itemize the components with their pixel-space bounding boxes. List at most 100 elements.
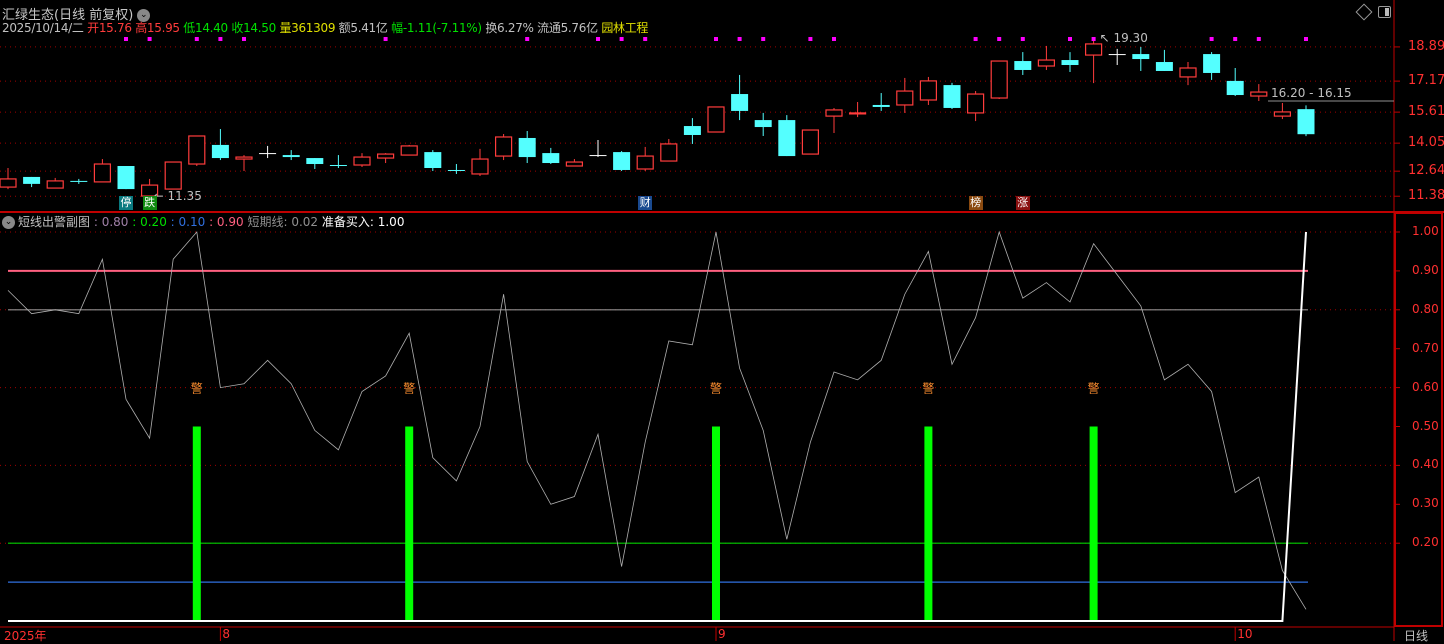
candle-body [565,161,584,167]
signal-dot [147,37,152,41]
candle-body [943,85,961,108]
candle-body [117,166,135,190]
candle [1179,62,1197,86]
signal-dot [737,37,742,41]
candle-body [1014,61,1032,70]
candle-body [896,90,914,106]
candle [23,176,41,188]
candle [70,178,88,184]
candle [1297,105,1315,137]
date-label: 8 [222,627,231,641]
signal-dot [619,37,624,41]
candle-body [188,135,206,165]
candle-body [1037,59,1056,67]
signal-dot [124,37,128,41]
signal-dot [1304,37,1308,41]
ready-buy-value: 准备买入: 1.00 [321,215,405,229]
candle-body [636,155,654,170]
low-label: 低 [183,21,195,35]
title-text: 汇绿生态(日线 前复权) [2,8,134,23]
chevron-down-icon[interactable]: ⌄ [2,216,15,229]
signal-dot [832,37,836,41]
candle [164,161,182,190]
badge-3[interactable]: 榜 [968,196,983,210]
signal-dot [194,37,199,41]
series-line-0 [7,230,1307,610]
candle [801,129,820,155]
candle [117,166,135,190]
signal-dot [714,37,718,41]
candle [1273,102,1292,120]
candle-body [1061,60,1079,66]
candle [683,118,701,144]
candle [518,131,536,164]
indicator-name[interactable]: 短线出警副图 [18,215,91,229]
candle [990,60,1008,100]
measure-label: 16.20 - 16.15 [1271,86,1352,100]
badge-2[interactable]: 财 [638,196,653,210]
candle-body [424,152,442,168]
indicator-tick-label: 0.20 [1412,535,1439,550]
quote-date: 2025/10/14/二 [2,21,84,35]
candle [1061,52,1079,72]
badge-1[interactable]: 跌 [142,196,157,210]
candle [1250,84,1268,101]
badge-0[interactable]: 停 [119,196,133,210]
candle [211,129,229,161]
candle-body [1155,62,1173,71]
candle [0,167,17,190]
volume-label: 量 [279,21,292,35]
signal-bar [405,426,414,621]
open-value: 15.76 [98,21,132,35]
price-tick-label: 12.64 [1408,163,1444,179]
candle [943,82,961,109]
candle [306,158,324,169]
candle-body [1250,91,1268,97]
amount-label: 额 [338,21,351,35]
chevron-down-icon[interactable]: ⌄ [137,9,151,22]
signal-dot [218,37,223,41]
candle-body [1108,54,1126,56]
candle-body [1203,54,1221,73]
date-label: 9 [718,627,726,641]
candle [188,135,206,167]
candle [495,133,513,161]
candle-body [1132,54,1150,60]
sector-link[interactable]: 园林工程 [601,21,649,35]
candle-body [801,129,820,155]
series-line-1 [8,231,1307,622]
candle [46,177,64,189]
candle [872,93,890,111]
indicator-tick-label: 1.00 [1412,224,1439,238]
candle [1203,52,1221,80]
candle [754,112,772,136]
candle-body [542,153,560,164]
candle-body [0,178,17,188]
candle [825,107,843,134]
signal-dot [1068,37,1072,41]
candle-body [848,112,867,115]
candle-body [259,153,277,155]
candle [1226,67,1244,97]
amount-value: 5.41亿 [350,21,388,35]
close-label: 收 [231,21,244,35]
close-value: 14.50 [243,21,276,35]
open-label: 开 [87,21,99,35]
candle-body [93,163,112,183]
signal-dot [1020,37,1025,41]
panel-toggle-icon[interactable] [1378,6,1391,18]
low-value: 14.40 [194,21,228,35]
price-tick-label: 18.89 [1408,38,1444,54]
signal-dot [973,37,978,41]
period-label[interactable]: 日线 [1404,629,1429,643]
signal-dot [997,37,1002,41]
candle-body [1226,80,1244,96]
badge-4[interactable]: 涨 [1015,196,1030,210]
candle-body [872,104,890,107]
high-marker-value: 19.30 [1113,30,1148,45]
param-020: : 0.20 [132,215,167,229]
param-090: : 0.90 [209,215,244,229]
candle [919,76,938,105]
signal-bar [712,426,720,621]
